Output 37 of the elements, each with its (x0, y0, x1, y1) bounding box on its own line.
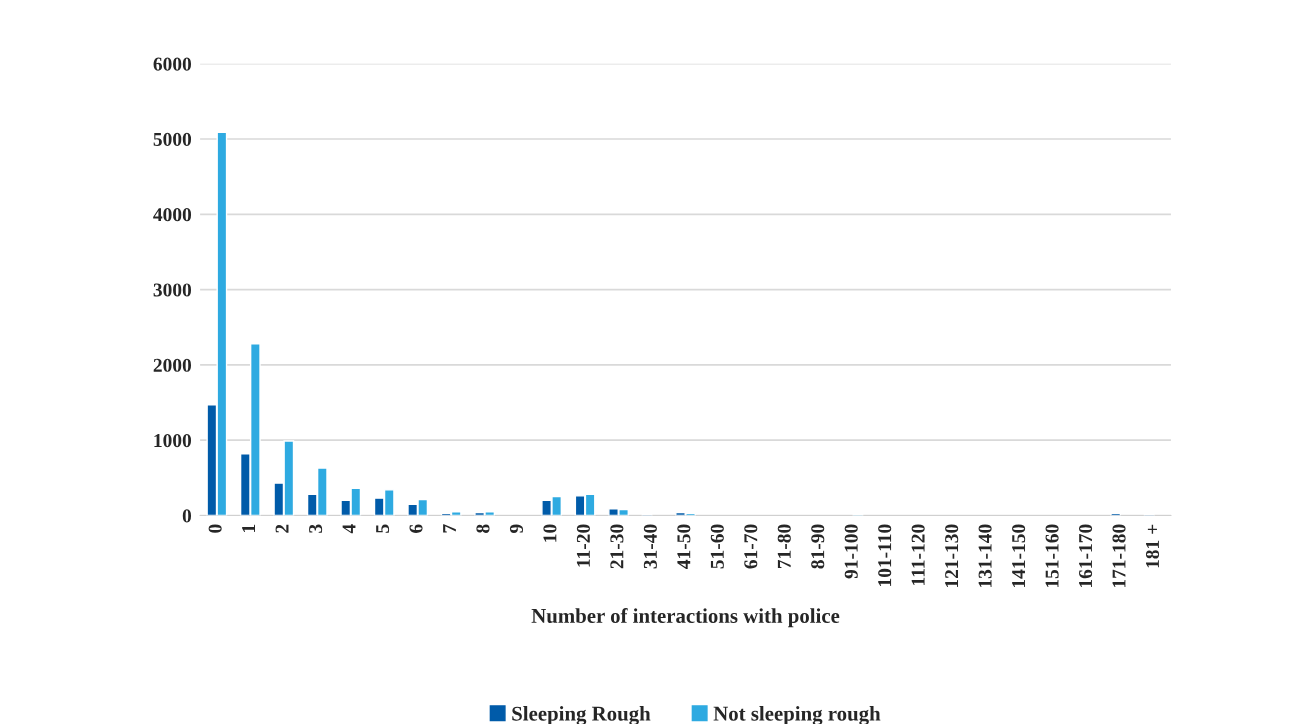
y-tick-label: 4000 (153, 208, 192, 222)
x-tick-label: 181 + (1145, 524, 1160, 568)
x-tick-label: 111-120 (911, 524, 925, 585)
x-axis-title: Number of interactions with police (531, 608, 840, 628)
x-tick-label: 51-60 (710, 524, 724, 569)
x-tick-label: 101-110 (878, 524, 892, 586)
x-tick-label: 4 (342, 524, 356, 534)
x-tick-label: 10 (543, 524, 557, 542)
y-tick-label: 3000 (153, 283, 192, 297)
x-tick-label: 61-70 (744, 524, 758, 569)
x-tick-label: 121-130 (945, 524, 959, 588)
x-tick-label: 3 (309, 524, 323, 533)
x-tick-label: 171-180 (1112, 524, 1126, 588)
x-tick-label: 2 (275, 524, 289, 533)
x-tick-label: 5 (376, 524, 390, 533)
y-tick-label: 5000 (153, 132, 192, 146)
y-tick-label: 1000 (154, 434, 192, 448)
x-tick-label: 1 (242, 524, 255, 532)
y-tick-label: 0 (182, 509, 192, 523)
x-tick-label: 141-150 (1012, 524, 1026, 588)
x-tick-label: 11-20 (576, 524, 590, 567)
y-tick-label: 2000 (153, 358, 192, 372)
x-tick-label: 151-160 (1045, 524, 1059, 588)
y-tick-label: 6000 (153, 57, 192, 71)
x-tick-label: 131-140 (978, 524, 992, 588)
x-tick-label: 21-30 (610, 524, 624, 569)
x-tick-label: 7 (443, 524, 456, 533)
x-tick-label: 9 (509, 524, 523, 534)
x-tick-label: 6 (409, 524, 423, 533)
x-tick-label: 0 (208, 524, 222, 533)
x-tick-label: 31-40 (643, 524, 657, 569)
x-tick-label: 81-90 (811, 524, 825, 569)
x-tick-label: 71-80 (777, 524, 791, 569)
x-tick-label: 8 (476, 524, 490, 533)
x-tick-label: 161-170 (1078, 524, 1093, 588)
x-tick-label: 41-50 (677, 524, 691, 569)
x-tick-label: 91-100 (844, 524, 858, 579)
